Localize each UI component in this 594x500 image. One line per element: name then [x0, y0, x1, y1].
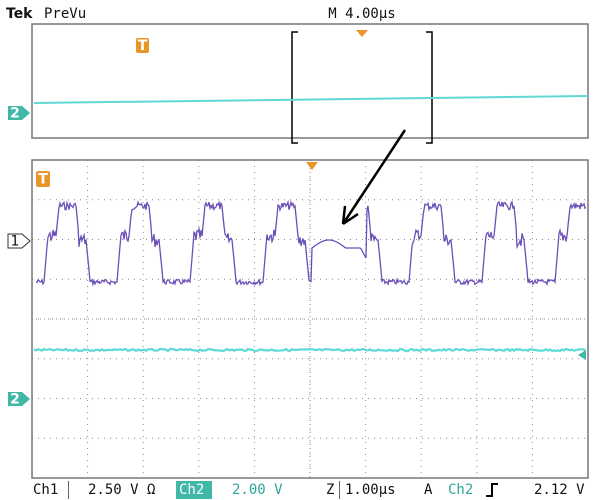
ch1-scale: 2.50 V Ω: [88, 482, 155, 498]
graticule: [32, 160, 588, 478]
trigger-level-marker: [578, 350, 586, 360]
trigger-mode: A: [424, 482, 433, 498]
preview-ch2-badge: [8, 106, 30, 120]
ch2-badge: [8, 392, 30, 406]
trigger-level: 2.12 V: [534, 482, 585, 498]
brand: Tek: [6, 6, 33, 22]
ch1-label: Ch1: [33, 482, 58, 498]
zoom-bracket: [291, 31, 433, 144]
ch2-marker: 2: [10, 392, 20, 408]
mode: PreVu: [44, 6, 86, 22]
status-bar: Ch1 2.50 V Ω Ch2 2.00 V Z 1.00µs A Ch2 2…: [33, 481, 585, 499]
main-trigger-badge: [36, 171, 50, 187]
ch1-marker: 1: [11, 234, 20, 250]
preview-frame: [31, 23, 589, 139]
ch1-badge: [7, 233, 31, 249]
preview-ch2-marker: 2: [10, 106, 20, 122]
preview-trigger-badge: [136, 38, 149, 53]
timebase: M 4.00µs: [328, 6, 395, 22]
trigger-slope-icon: [486, 483, 498, 497]
ch2-scale: 2.00 V: [232, 482, 283, 498]
preview-trigger-marker: T: [138, 38, 148, 54]
trigger-source: Ch2: [448, 482, 473, 498]
preview-ch2-trace: [33, 95, 589, 104]
zoom-scale: 1.00µs: [345, 482, 396, 498]
main-trigger-marker: T: [38, 172, 48, 188]
main-trigger-pos: [306, 162, 318, 170]
ch2-trace: [33, 347, 587, 353]
annotation-arrow: [341, 129, 407, 226]
ch2-label-bg: [176, 481, 212, 499]
ch1-trace: [35, 199, 587, 287]
preview-trigger-pos: [356, 30, 368, 37]
separator: [339, 481, 340, 499]
separator: [68, 481, 69, 499]
zoom-label: Z: [326, 482, 334, 498]
ch2-label: Ch2: [179, 482, 204, 498]
main-frame: [31, 159, 589, 479]
